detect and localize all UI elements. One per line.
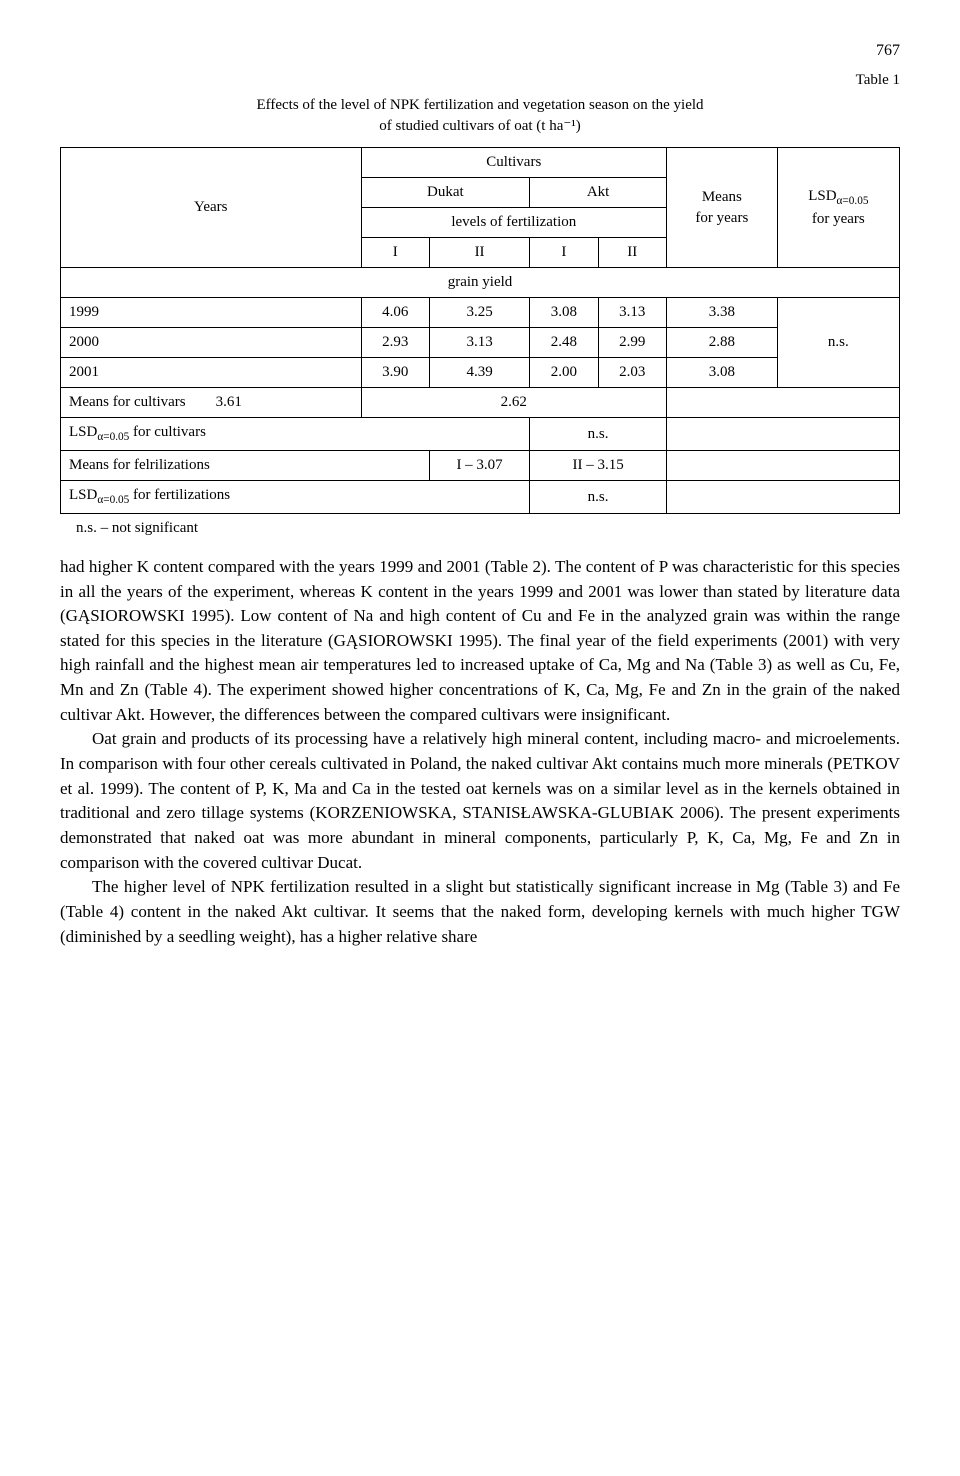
hdr-means-years: Meansfor years — [667, 148, 778, 268]
lsd-cultivars-row: LSDα=0.05 for cultivars n.s. — [61, 418, 900, 451]
hdr-years: Years — [61, 148, 362, 268]
hdr-a-II: II — [598, 238, 666, 268]
body-paragraph-3: The higher level of NPK fertilization re… — [60, 875, 900, 949]
means-fert-row: Means for felrilizations I – 3.07 II – 3… — [61, 451, 900, 481]
hdr-lsd-years: LSDα=0.05for years — [777, 148, 899, 268]
means-cultivars-row: Means for cultivars 3.61 2.62 — [61, 388, 900, 418]
hdr-dukat: Dukat — [361, 178, 530, 208]
table-title: Effects of the level of NPK fertilizatio… — [60, 95, 900, 137]
hdr-levels: levels of fertilization — [361, 208, 666, 238]
hdr-grain-yield: grain yield — [61, 268, 900, 298]
page-number: 767 — [60, 40, 900, 62]
hdr-a-I: I — [530, 238, 598, 268]
data-table: Years Cultivars Meansfor years LSDα=0.05… — [60, 147, 900, 514]
table-footnote: n.s. – not significant — [60, 518, 900, 539]
body-paragraph-2: Oat grain and products of its processing… — [60, 727, 900, 875]
hdr-akt: Akt — [530, 178, 667, 208]
table-row: 2001 3.90 4.39 2.00 2.03 3.08 — [61, 358, 900, 388]
table-label: Table 1 — [60, 70, 900, 91]
table-row: 2000 2.93 3.13 2.48 2.99 2.88 — [61, 328, 900, 358]
lsd-fert-row: LSDα=0.05 for fertilizations n.s. — [61, 481, 900, 514]
body-paragraph-1: had higher K content compared with the y… — [60, 555, 900, 727]
hdr-cultivars: Cultivars — [361, 148, 666, 178]
table-row: 1999 4.06 3.25 3.08 3.13 3.38 n.s. — [61, 298, 900, 328]
hdr-d-I: I — [361, 238, 429, 268]
lsd-value: n.s. — [777, 298, 899, 388]
hdr-d-II: II — [430, 238, 530, 268]
